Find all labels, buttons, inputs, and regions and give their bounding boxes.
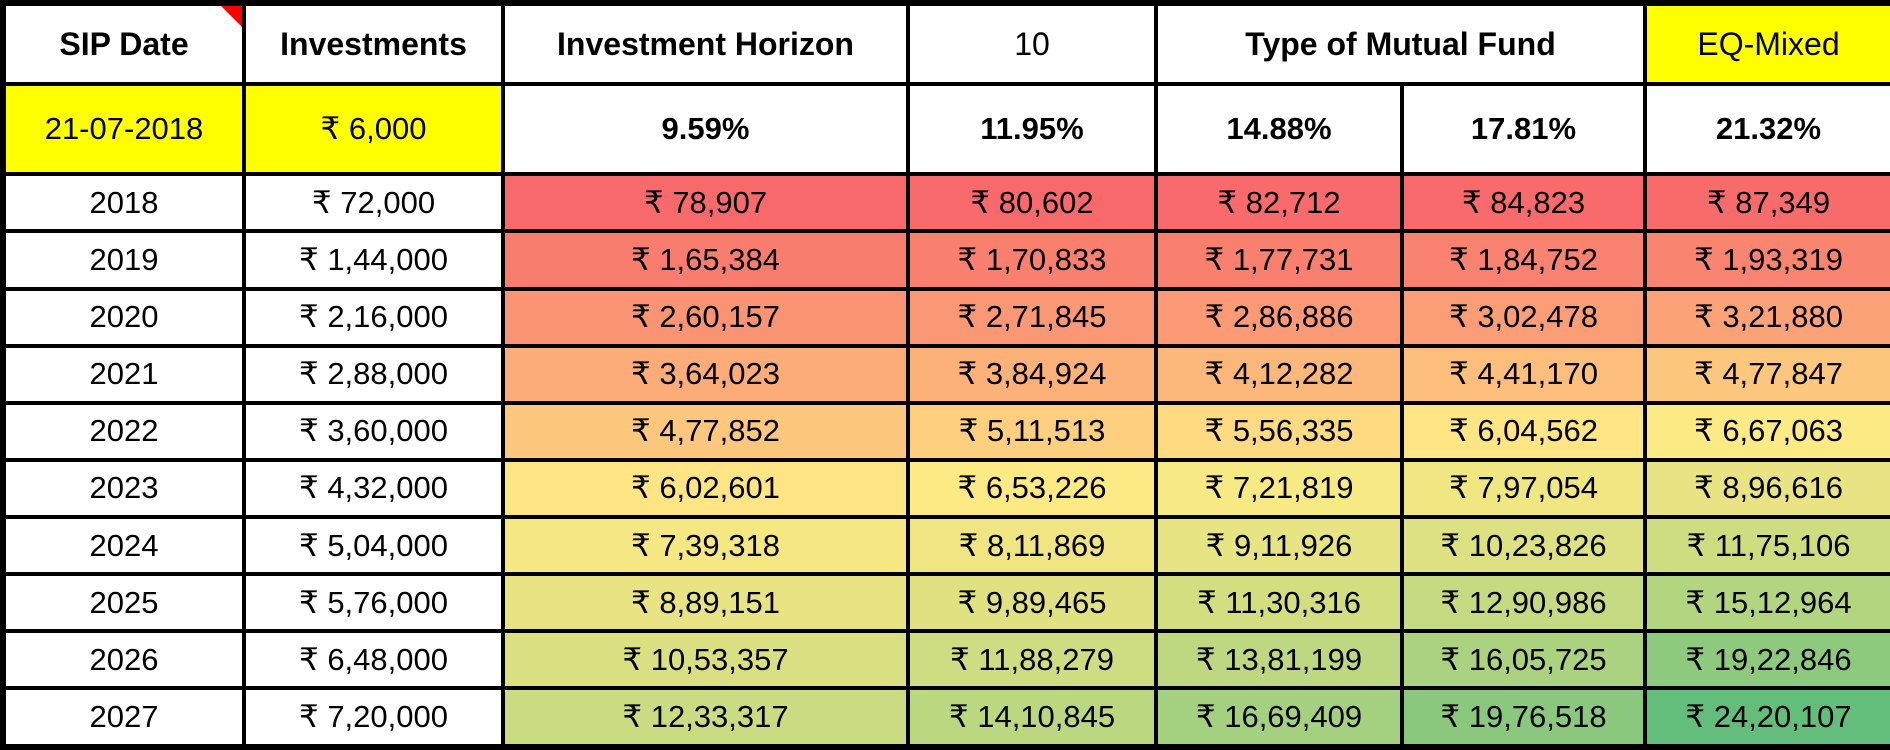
year-cell[interactable]: 2019 [1,229,246,291]
projected-value-cell[interactable]: ₹ 78,907 [501,172,910,234]
header-row: SIP Date Investments Investment Horizon … [1,0,1890,87]
projected-value-cell[interactable]: ₹ 3,84,924 [906,343,1158,405]
projected-value-cell[interactable]: ₹ 6,02,601 [501,457,910,520]
projected-value-cell[interactable]: ₹ 1,70,833 [906,229,1158,291]
rate-cell-4[interactable]: 17.81% [1400,82,1647,177]
invested-amount-cell[interactable]: ₹ 1,44,000 [242,229,505,291]
projected-value-cell[interactable]: ₹ 24,20,107 [1643,686,1890,749]
year-cell[interactable]: 2025 [1,572,246,634]
projected-value-cell[interactable]: ₹ 2,86,886 [1154,286,1404,348]
header-investment-horizon[interactable]: Investment Horizon [501,0,910,87]
year-cell[interactable]: 2021 [1,343,246,405]
invested-amount-cell[interactable]: ₹ 5,04,000 [242,515,505,577]
year-cell[interactable]: 2022 [1,400,246,462]
table-row: 2022 ₹ 3,60,000 ₹ 4,77,852 ₹ 5,11,513 ₹ 5,56… [1,400,1890,462]
invested-amount-cell[interactable]: ₹ 2,16,000 [242,286,505,348]
rate-cell-5[interactable]: 21.32% [1643,82,1890,177]
projected-value-cell[interactable]: ₹ 4,12,282 [1154,343,1404,405]
sip-date-cell[interactable]: 21-07-2018 [1,82,246,177]
projected-value-cell[interactable]: ₹ 7,97,054 [1400,457,1647,520]
projected-value-cell[interactable]: ₹ 12,33,317 [501,686,910,749]
table-row: 2027 ₹ 7,20,000 ₹ 12,33,317 ₹ 14,10,845 ₹ 16… [1,686,1890,749]
projected-value-cell[interactable]: ₹ 16,05,725 [1400,629,1647,691]
invested-amount-cell[interactable]: ₹ 5,76,000 [242,572,505,634]
year-cell[interactable]: 2024 [1,515,246,577]
projected-value-cell[interactable]: ₹ 8,11,869 [906,515,1158,577]
table-row: 2025 ₹ 5,76,000 ₹ 8,89,151 ₹ 9,89,465 ₹ 11,3… [1,572,1890,634]
projected-value-cell[interactable]: ₹ 12,90,986 [1400,572,1647,634]
projected-value-cell[interactable]: ₹ 82,712 [1154,172,1404,234]
invested-amount-cell[interactable]: ₹ 7,20,000 [242,686,505,749]
projected-value-cell[interactable]: ₹ 6,04,562 [1400,400,1647,462]
projected-value-cell[interactable]: ₹ 84,823 [1400,172,1647,234]
year-cell[interactable]: 2023 [1,457,246,520]
projected-value-cell[interactable]: ₹ 9,89,465 [906,572,1158,634]
projected-value-cell[interactable]: ₹ 13,81,199 [1154,629,1404,691]
projected-value-cell[interactable]: ₹ 2,60,157 [501,286,910,348]
rate-cell-2[interactable]: 11.95% [906,82,1158,177]
header-horizon-years[interactable]: 10 [906,0,1158,87]
projected-value-cell[interactable]: ₹ 6,67,063 [1643,400,1890,462]
sip-amount-cell[interactable]: ₹ 6,000 [242,82,505,177]
invested-amount-cell[interactable]: ₹ 6,48,000 [242,629,505,691]
table-row: 2018 ₹ 72,000 ₹ 78,907 ₹ 80,602 ₹ 82,712 ₹ 84… [1,172,1890,234]
projected-value-cell[interactable]: ₹ 10,53,357 [501,629,910,691]
projected-value-cell[interactable]: ₹ 2,71,845 [906,286,1158,348]
projected-value-cell[interactable]: ₹ 4,77,847 [1643,343,1890,405]
year-cell[interactable]: 2027 [1,686,246,749]
year-cell[interactable]: 2026 [1,629,246,691]
projected-value-cell[interactable]: ₹ 19,76,518 [1400,686,1647,749]
projected-value-cell[interactable]: ₹ 3,02,478 [1400,286,1647,348]
header-fund-type-eq-mixed[interactable]: EQ-Mixed [1643,0,1890,87]
header-sip-date-label: SIP Date [59,25,189,62]
table-row: 2026 ₹ 6,48,000 ₹ 10,53,357 ₹ 11,88,279 ₹ 13… [1,629,1890,691]
invested-amount-cell[interactable]: ₹ 72,000 [242,172,505,234]
projected-value-cell[interactable]: ₹ 80,602 [906,172,1158,234]
table-row: 2021 ₹ 2,88,000 ₹ 3,64,023 ₹ 3,84,924 ₹ 4,12… [1,343,1890,405]
header-type-of-mutual-fund[interactable]: Type of Mutual Fund [1154,0,1647,87]
invested-amount-cell[interactable]: ₹ 2,88,000 [242,343,505,405]
invested-amount-cell[interactable]: ₹ 3,60,000 [242,400,505,462]
projected-value-cell[interactable]: ₹ 16,69,409 [1154,686,1404,749]
table-row: 2023 ₹ 4,32,000 ₹ 6,02,601 ₹ 6,53,226 ₹ 7,21… [1,457,1890,520]
projected-value-cell[interactable]: ₹ 8,89,151 [501,572,910,634]
invested-amount-cell[interactable]: ₹ 4,32,000 [242,457,505,520]
projected-value-cell[interactable]: ₹ 4,77,852 [501,400,910,462]
projected-value-cell[interactable]: ₹ 10,23,826 [1400,515,1647,577]
projected-value-cell[interactable]: ₹ 1,93,319 [1643,229,1890,291]
table-row: 2024 ₹ 5,04,000 ₹ 7,39,318 ₹ 8,11,869 ₹ 9,11… [1,515,1890,577]
projected-value-cell[interactable]: ₹ 9,11,926 [1154,515,1404,577]
projected-value-cell[interactable]: ₹ 11,88,279 [906,629,1158,691]
year-cell[interactable]: 2020 [1,286,246,348]
projected-value-cell[interactable]: ₹ 19,22,846 [1643,629,1890,691]
sip-input-row: 21-07-2018 ₹ 6,000 9.59% 11.95% 14.88% 1… [1,82,1890,177]
table-row: 2019 ₹ 1,44,000 ₹ 1,65,384 ₹ 1,70,833 ₹ 1,77… [1,229,1890,291]
table-row: 2020 ₹ 2,16,000 ₹ 2,60,157 ₹ 2,71,845 ₹ 2,86… [1,286,1890,348]
comment-indicator-icon [221,7,240,27]
projected-value-cell[interactable]: ₹ 11,75,106 [1643,515,1890,577]
rate-cell-3[interactable]: 14.88% [1154,82,1404,177]
rate-cell-1[interactable]: 9.59% [501,82,910,177]
projected-value-cell[interactable]: ₹ 87,349 [1643,172,1890,234]
projected-value-cell[interactable]: ₹ 5,56,335 [1154,400,1404,462]
projected-value-cell[interactable]: ₹ 6,53,226 [906,457,1158,520]
projected-value-cell[interactable]: ₹ 1,65,384 [501,229,910,291]
projected-value-cell[interactable]: ₹ 5,11,513 [906,400,1158,462]
projected-value-cell[interactable]: ₹ 14,10,845 [906,686,1158,749]
header-sip-date[interactable]: SIP Date [1,0,246,87]
projected-value-cell[interactable]: ₹ 11,30,316 [1154,572,1404,634]
projected-value-cell[interactable]: ₹ 7,39,318 [501,515,910,577]
projected-value-cell[interactable]: ₹ 15,12,964 [1643,572,1890,634]
projected-value-cell[interactable]: ₹ 3,64,023 [501,343,910,405]
projected-value-cell[interactable]: ₹ 1,84,752 [1400,229,1647,291]
projected-value-cell[interactable]: ₹ 3,21,880 [1643,286,1890,348]
projected-value-cell[interactable]: ₹ 4,41,170 [1400,343,1647,405]
year-cell[interactable]: 2018 [1,172,246,234]
header-investments[interactable]: Investments [242,0,505,87]
projected-value-cell[interactable]: ₹ 1,77,731 [1154,229,1404,291]
projected-value-cell[interactable]: ₹ 7,21,819 [1154,457,1404,520]
projected-value-cell[interactable]: ₹ 8,96,616 [1643,457,1890,520]
